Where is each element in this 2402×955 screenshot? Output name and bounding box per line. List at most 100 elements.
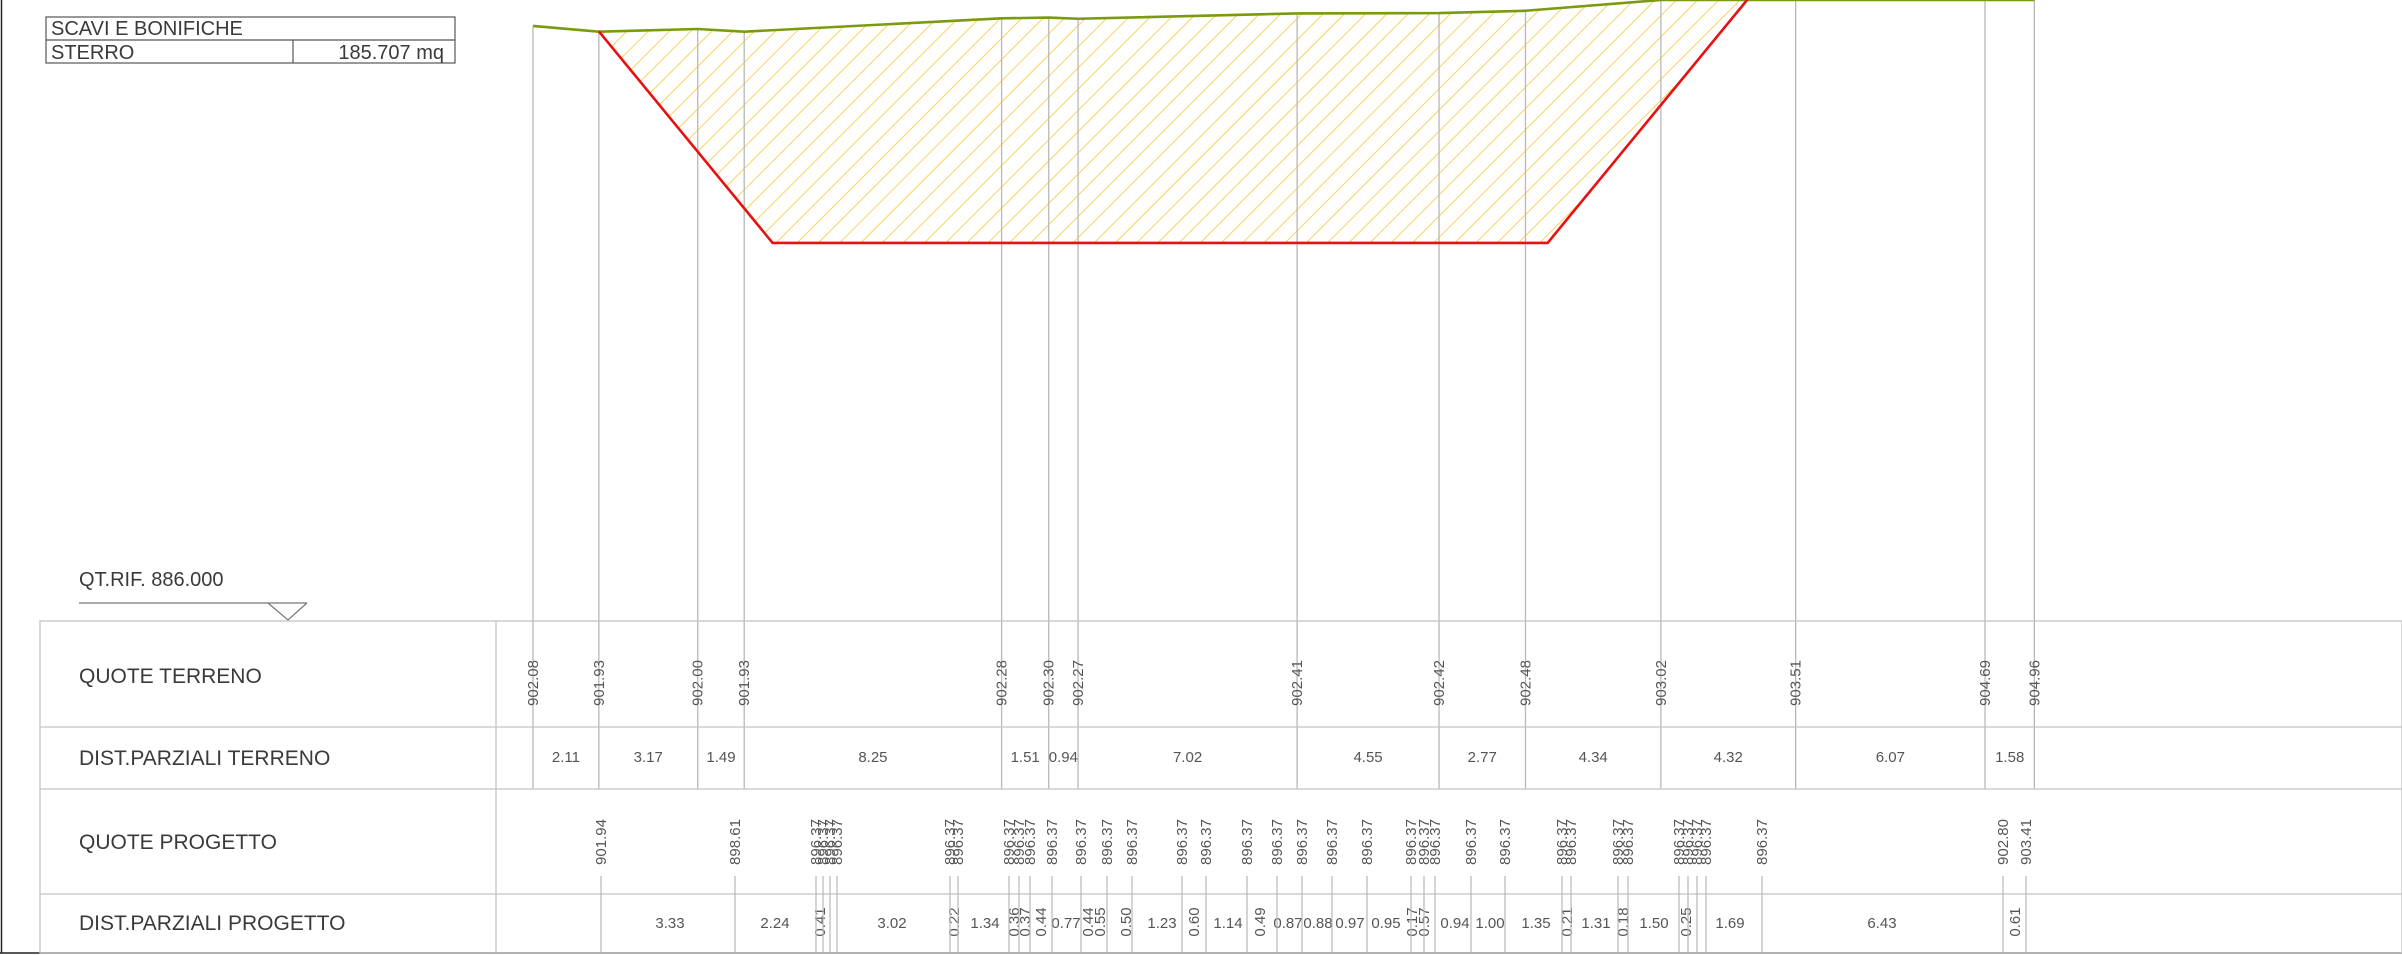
terrain-distance-label: 2.11 (552, 749, 580, 766)
terrain-elevation-label: 902.00 (690, 660, 707, 706)
terrain-distance-label: 8.25 (858, 749, 887, 766)
row-label-dist-progetto: DIST.PARZIALI PROGETTO (79, 912, 345, 935)
project-distance-label: 0.77 (1051, 915, 1080, 932)
project-distance-label: 0.44 (1033, 907, 1050, 936)
project-elevation-label: 896.37 (1554, 819, 1571, 865)
project-distance-label: 0.17 (1404, 907, 1421, 936)
project-distance-label: 0.25 (1678, 907, 1695, 936)
project-elevation-label: 896.37 (1073, 819, 1090, 865)
project-elevation-label: 896.37 (1671, 819, 1688, 865)
terrain-distance-label: 2.77 (1468, 749, 1497, 766)
legend-item-label: STERRO (51, 42, 134, 64)
project-elevation-label: 896.37 (1689, 819, 1706, 865)
project-elevation-label: 896.37 (950, 819, 967, 865)
project-elevation-label: 896.37 (1011, 819, 1028, 865)
project-station-ticks (600, 876, 2027, 953)
station-lines (532, 0, 2035, 789)
project-elevation-label: 896.37 (1269, 819, 1286, 865)
project-distance-label: 0.49 (1252, 907, 1269, 936)
terrain-distance-label: 1.51 (1011, 749, 1040, 766)
project-elevation-label: 896.37 (1403, 819, 1420, 865)
project-elevation-label: 898.61 (727, 819, 744, 865)
project-elevation-label: 896.37 (1463, 819, 1480, 865)
project-elevation-label: 896.37 (815, 819, 832, 865)
project-elevation-label: 896.37 (1099, 819, 1116, 865)
project-elevation-label: 896.37 (1001, 819, 1018, 865)
project-elevation-label: 896.37 (829, 819, 846, 865)
legend-title: SCAVI E BONIFICHE (51, 18, 243, 40)
project-distance-label: 3.33 (655, 915, 684, 932)
project-distance-label: 1.23 (1147, 915, 1176, 932)
terrain-elevation-label: 902.30 (1041, 660, 1058, 706)
project-elevation-label: 902.80 (1995, 819, 2012, 865)
project-elevation-label: 896.37 (1022, 819, 1039, 865)
terrain-elevation-label: 901.93 (736, 660, 753, 706)
terrain-elevation-labels: 902.08 901.93 902.00 901.93 902.28 902.30 902.… (525, 660, 2043, 706)
project-distance-label: 0.21 (1559, 907, 1576, 936)
excavation-hatch (598, 0, 1768, 243)
terrain-distance-label: 1.49 (706, 749, 735, 766)
project-elevation-label: 896.37 (822, 819, 839, 865)
terrain-distance-label: 4.34 (1579, 749, 1608, 766)
terrain-distance-label: 7.02 (1173, 749, 1202, 766)
project-distance-label: 1.14 (1213, 915, 1242, 932)
project-elevation-label: 896.37 (1198, 819, 1215, 865)
project-elevation-label: 896.37 (1359, 819, 1376, 865)
profile-table: QUOTE TERRENO DIST.PARZIALI TERRENO QUOT… (39, 620, 2402, 954)
row-label-dist-terreno: DIST.PARZIALI TERRENO (79, 747, 330, 770)
project-distance-label: 1.31 (1581, 915, 1610, 932)
terrain-distance-label: 0.94 (1049, 749, 1078, 766)
project-elevation-label: 896.37 (1124, 819, 1141, 865)
project-distance-label: 0.87 (1273, 915, 1302, 932)
terrain-profile-line (532, 0, 2035, 33)
project-distance-label: 0.22 (946, 907, 963, 936)
project-distance-label: 0.44 (1080, 907, 1097, 936)
project-elevation-label: 896.37 (1416, 819, 1433, 865)
project-distance-label: 1.50 (1639, 915, 1668, 932)
project-distance-label: 2.24 (760, 915, 789, 932)
project-distance-label: 0.94 (1440, 915, 1469, 932)
terrain-distance-labels: 2.11 3.17 1.49 8.25 1.51 0.94 7.02 4.55 2.77 4.34… (552, 749, 2024, 766)
terrain-distance-label: 4.32 (1714, 749, 1743, 766)
project-elevation-label: 896.37 (1294, 819, 1311, 865)
terrain-elevation-label: 902.41 (1289, 660, 1306, 706)
project-elevation-label: 896.37 (1239, 819, 1256, 865)
project-elevation-label: 896.37 (1754, 819, 1771, 865)
terrain-elevation-label: 903.51 (1788, 660, 1805, 706)
project-distance-label: 6.43 (1867, 915, 1896, 932)
project-elevation-label: 896.37 (1044, 819, 1061, 865)
terrain-distance-label: 6.07 (1876, 749, 1905, 766)
terrain-elevation-label: 904.69 (1977, 660, 1994, 706)
project-distance-labels: 3.33 2.24 0.41 3.02 0.22 1.34 0.360.37 0.44 0.77… (655, 907, 2024, 936)
row-label-quote-progetto: QUOTE PROGETTO (79, 831, 277, 854)
terrain-distance-label: 3.17 (634, 749, 663, 766)
terrain-elevation-label: 902.28 (994, 660, 1011, 706)
terrain-distance-label: 4.55 (1353, 749, 1382, 766)
project-distance-label: 0.55 (1092, 907, 1109, 936)
project-distance-label: 1.00 (1475, 915, 1504, 932)
project-elevation-label: 896.37 (942, 819, 959, 865)
legend-box: SCAVI E BONIFICHE STERRO 185.707 mq (45, 16, 456, 64)
project-distance-label: 1.35 (1521, 915, 1550, 932)
project-elevation-label: 901.94 (593, 819, 610, 865)
reference-label: QT.RIF. 886.000 (79, 569, 224, 591)
terrain-distance-label: 1.58 (1995, 749, 2024, 766)
project-elevation-label: 896.37 (1698, 819, 1715, 865)
project-elevation-label: 896.37 (1680, 819, 1697, 865)
project-elevation-label: 896.37 (1610, 819, 1627, 865)
project-distance-label: 0.41 (812, 907, 829, 936)
project-elevation-label: 896.37 (808, 819, 825, 865)
project-elevation-label: 896.37 (1497, 819, 1514, 865)
project-distance-label: 0.50 (1118, 907, 1135, 936)
project-distance-label: 1.69 (1715, 915, 1744, 932)
project-elevation-label: 896.37 (1563, 819, 1580, 865)
project-profile-line (597, 0, 1749, 245)
terrain-elevation-label: 904.96 (2026, 660, 2043, 706)
terrain-elevation-label: 902.42 (1431, 660, 1448, 706)
project-distance-label: 1.34 (970, 915, 999, 932)
terrain-elevation-label: 902.08 (525, 660, 542, 706)
legend-item-value: 185.707 mq (338, 42, 444, 64)
reference-level: QT.RIF. 886.000 (79, 569, 308, 621)
